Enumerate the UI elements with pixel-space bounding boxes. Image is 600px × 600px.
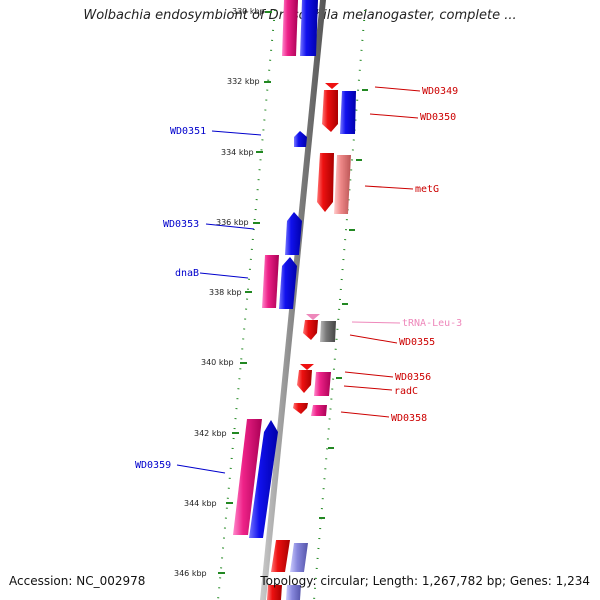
kbp-label: 332 kbp — [227, 77, 260, 86]
dnab-pink-gene[interactable] — [262, 255, 279, 308]
wd0358-red-gene[interactable] — [293, 403, 308, 414]
topology-text: Topology: circular; Length: 1,267,782 bp… — [260, 574, 590, 588]
kbp-label: 338 kbp — [209, 288, 242, 297]
gray-gene[interactable] — [320, 321, 336, 342]
metg-pseudo-gene[interactable] — [334, 155, 351, 214]
kbp-tick-marks — [218, 11, 272, 574]
kbp-label: 340 kbp — [201, 358, 234, 367]
gene-label-wd0350: WD0350 — [420, 112, 456, 123]
bottom-lavender-gene[interactable] — [290, 543, 308, 572]
wd0355-gene[interactable] — [303, 320, 318, 340]
bottom-red-gene[interactable] — [271, 540, 290, 572]
kbp-label: 344 kbp — [184, 499, 217, 508]
bottom-red-gene-2[interactable] — [267, 585, 282, 600]
wd0349-gene[interactable] — [322, 90, 338, 132]
blue-gene-top — [300, 0, 318, 56]
right-label-leaders — [340, 86, 421, 418]
wd0356-marker-icon — [300, 364, 314, 370]
left-gene-labels[interactable]: WD0351 WD0353 dnaB WD0359 — [135, 126, 206, 471]
wd0358-gene[interactable] — [311, 405, 327, 416]
gene-label-trna-leu-3: tRNA-Leu-3 — [402, 318, 462, 329]
kbp-label: 330 kbp — [232, 7, 265, 16]
wd0356-gene[interactable] — [297, 370, 312, 393]
gene-label-metg: metG — [415, 184, 439, 195]
trna-leu-3-marker-icon — [306, 314, 320, 320]
gene-label-wd0359: WD0359 — [135, 460, 171, 471]
right-dotted-track — [313, 9, 366, 600]
left-label-leaders — [176, 130, 262, 474]
gene-label-radc: radC — [394, 386, 418, 397]
gene-label-wd0353: WD0353 — [163, 219, 199, 230]
bottom-lavender-gene-2[interactable] — [286, 585, 301, 600]
right-track-dashes — [319, 89, 368, 519]
accession-text: Accession: NC_002978 — [9, 574, 146, 588]
wd0349-marker-icon — [325, 83, 339, 89]
gene-label-wd0356: WD0356 — [395, 372, 431, 383]
kbp-label: 336 kbp — [216, 218, 249, 227]
gene-block-top[interactable] — [282, 0, 318, 56]
kbp-label: 342 kbp — [194, 429, 227, 438]
kbp-label: 346 kbp — [174, 569, 207, 578]
gene-label-wd0355: WD0355 — [399, 337, 435, 348]
kbp-label: 334 kbp — [221, 148, 254, 157]
right-gene-labels[interactable]: WD0349 WD0350 metG tRNA-Leu-3 WD0355 WD0… — [391, 86, 462, 424]
wd0359-pink-gene[interactable] — [233, 419, 262, 535]
kbp-axis-labels: 330 kbp 332 kbp 334 kbp 336 kbp 338 kbp … — [174, 7, 265, 578]
dnab-gene[interactable] — [279, 257, 297, 309]
gene-label-dnab: dnaB — [175, 268, 199, 279]
radc-gene[interactable] — [314, 372, 331, 396]
map-title: Wolbachia endosymbiont of Drosophila mel… — [83, 8, 517, 23]
gene-label-wd0349: WD0349 — [422, 86, 458, 97]
pink-gene-top — [282, 0, 298, 56]
wd0353-gene[interactable] — [285, 212, 302, 255]
gene-label-wd0358: WD0358 — [391, 413, 427, 424]
wd0351-gene[interactable] — [294, 131, 307, 147]
gene-label-wd0351: WD0351 — [170, 126, 206, 137]
wd0359-gene[interactable] — [249, 420, 278, 538]
metg-gene[interactable] — [317, 153, 334, 212]
wd0350-gene[interactable] — [340, 91, 356, 134]
